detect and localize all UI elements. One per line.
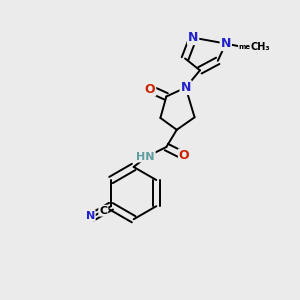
Text: O: O: [179, 149, 190, 162]
Text: CH₃: CH₃: [250, 42, 270, 52]
Text: O: O: [145, 82, 155, 96]
Text: HN: HN: [136, 152, 155, 161]
Text: N: N: [181, 81, 191, 94]
Text: N: N: [188, 31, 198, 44]
Text: C: C: [99, 206, 107, 216]
Text: N: N: [220, 37, 231, 50]
Text: methyl: methyl: [239, 44, 266, 50]
Text: N: N: [85, 211, 95, 221]
